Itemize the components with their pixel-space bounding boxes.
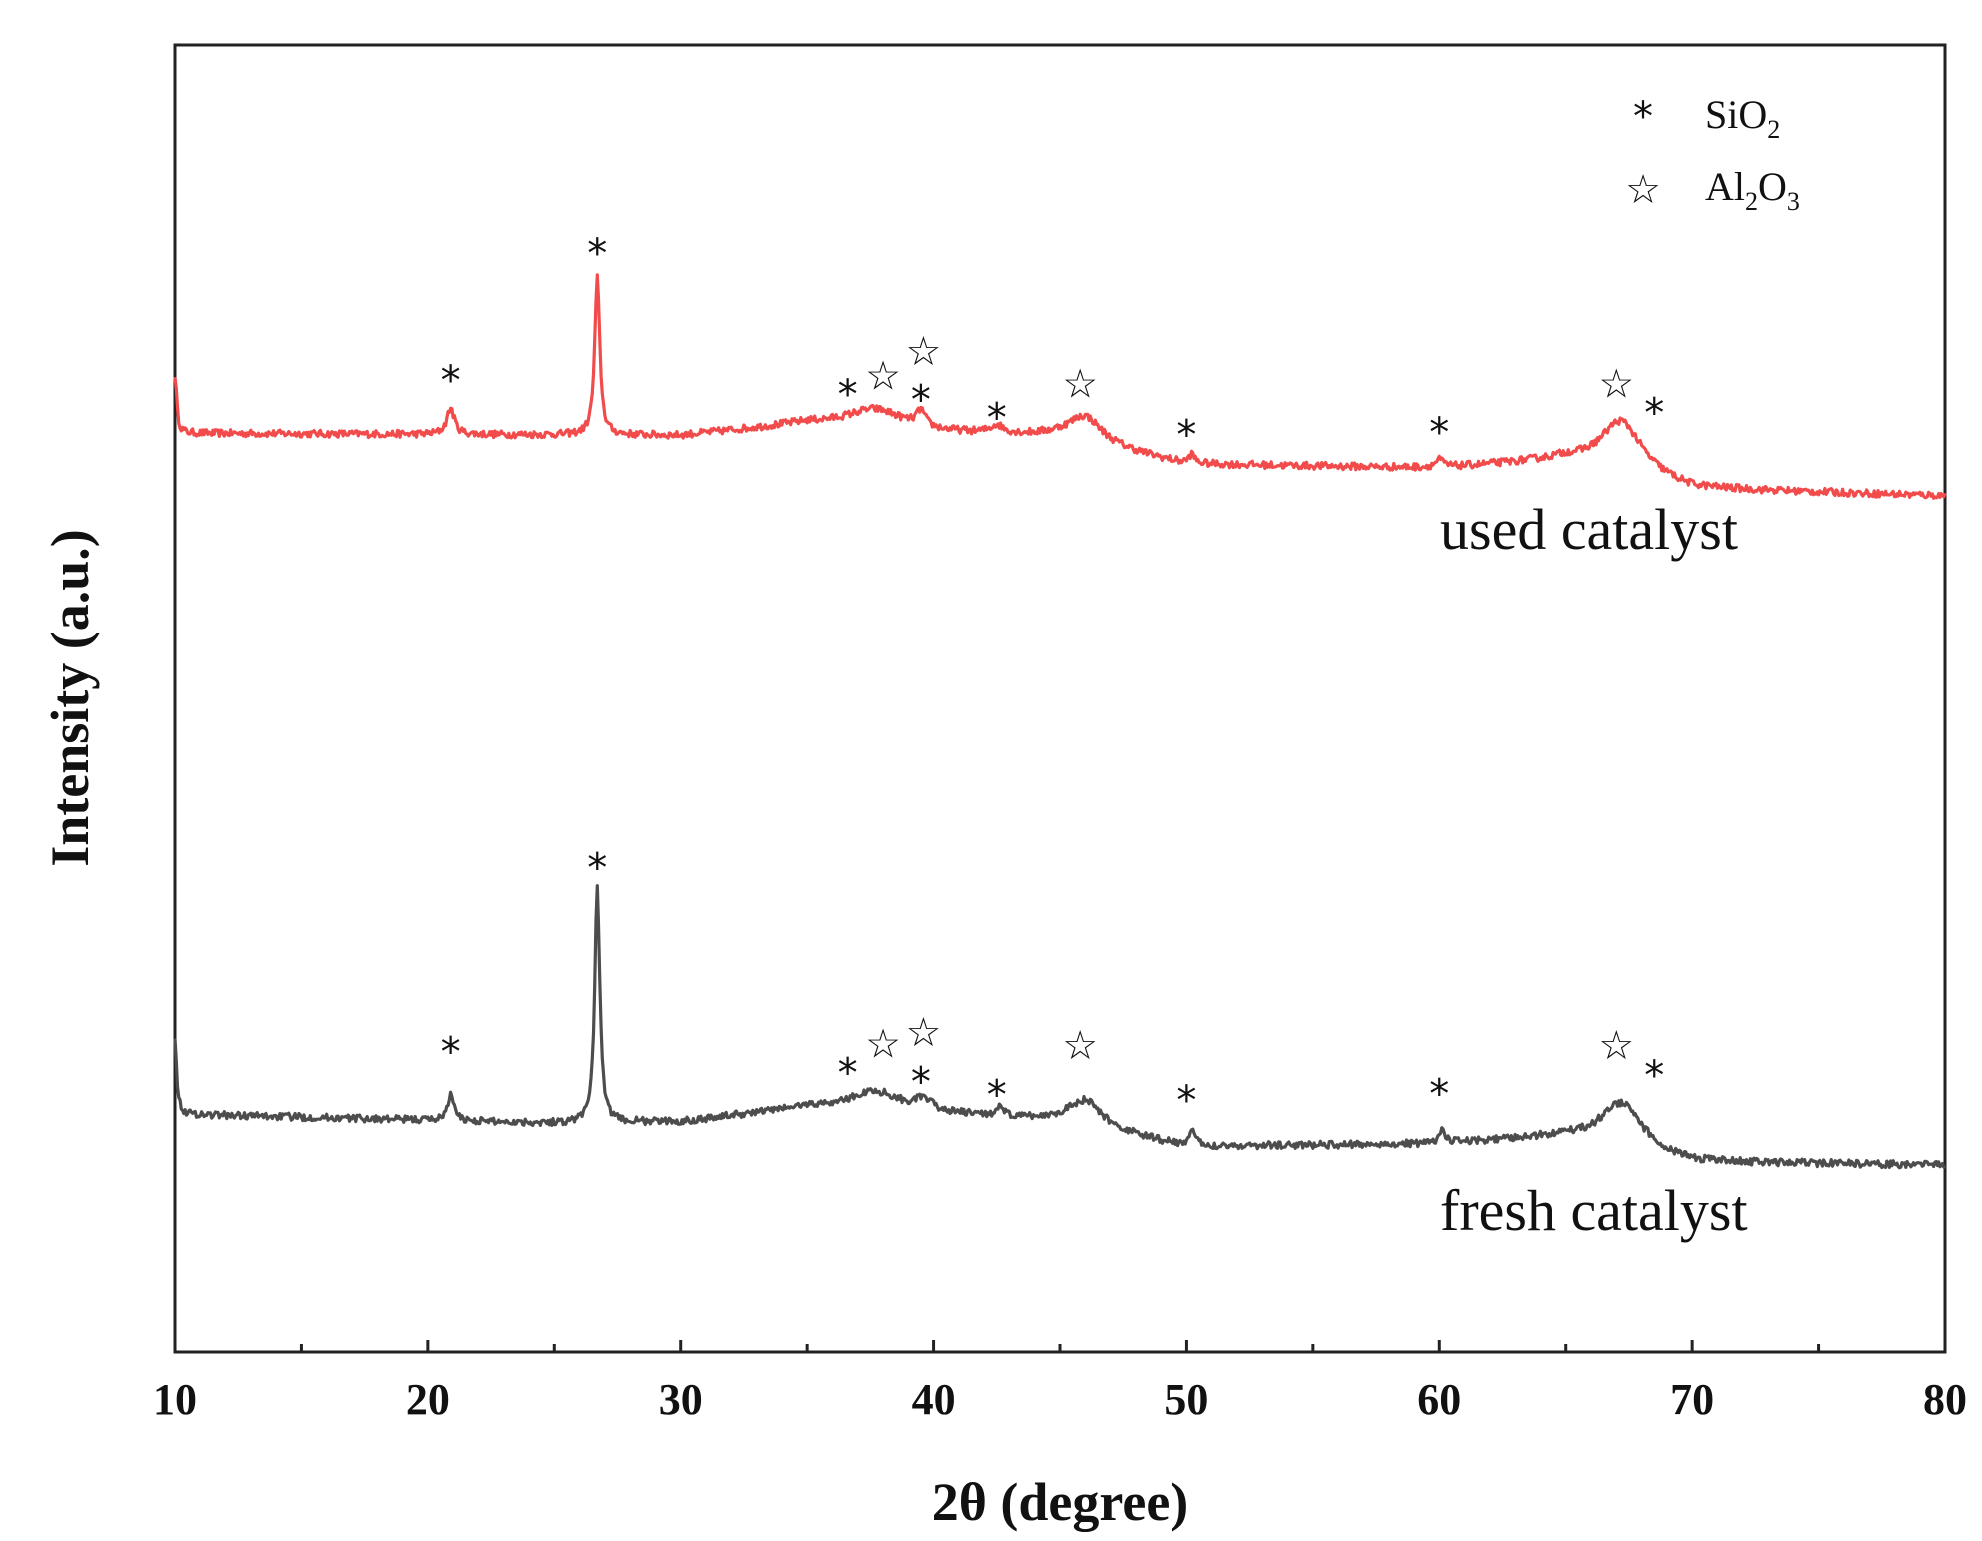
peak-marker-layer: *** ☆☆* *☆* *☆****☆ ☆* *☆* *☆* xyxy=(441,231,1665,1124)
sio2-asterisk-marker: * xyxy=(838,372,858,418)
legend-sio2-base: SiO xyxy=(1705,92,1767,137)
series-line-used-catalyst xyxy=(173,273,1947,500)
series-line-fresh-catalyst xyxy=(173,884,1947,1170)
sio2-asterisk-marker: * xyxy=(838,1050,858,1096)
series-layer xyxy=(173,273,1947,1170)
sio2-asterisk-marker: * xyxy=(1429,1071,1449,1117)
sio2-asterisk-marker: * xyxy=(987,1073,1007,1119)
sio2-asterisk-marker: * xyxy=(1176,413,1196,459)
legend-sio2-label: SiO2 xyxy=(1705,92,1780,144)
series-label-fresh-catalyst: fresh catalyst xyxy=(1440,1178,1748,1243)
sio2-asterisk-marker: * xyxy=(441,358,461,404)
al2o3-star-marker: ☆ xyxy=(1598,1023,1634,1069)
sio2-asterisk-marker: * xyxy=(911,1060,931,1106)
sio2-asterisk-marker: * xyxy=(587,845,607,891)
sio2-asterisk-marker: * xyxy=(441,1030,461,1076)
x-tick-label: 20 xyxy=(406,1375,450,1424)
x-tick-label: 70 xyxy=(1670,1375,1714,1424)
sio2-asterisk-marker: * xyxy=(1429,410,1449,456)
plot-frame xyxy=(173,43,1947,1354)
x-tick-label: 40 xyxy=(912,1375,956,1424)
al2o3-star-marker: ☆ xyxy=(1598,362,1634,408)
x-tick-label: 60 xyxy=(1417,1375,1461,1424)
sio2-asterisk-marker: * xyxy=(1644,1053,1664,1099)
legend-asterisk-icon: * xyxy=(1633,94,1653,140)
legend-al2o3-sub: 2 xyxy=(1745,187,1758,216)
legend-al2o3-base: Al xyxy=(1705,164,1745,209)
al2o3-star-marker: ☆ xyxy=(906,1010,942,1056)
x-tick-label: 50 xyxy=(1164,1375,1208,1424)
sio2-asterisk-marker: * xyxy=(911,377,931,423)
x-tick-label: 80 xyxy=(1923,1375,1967,1424)
al2o3-star-marker: ☆ xyxy=(1062,1023,1098,1069)
sio2-asterisk-marker: * xyxy=(587,231,607,277)
legend-al2o3-base2: O xyxy=(1758,164,1787,209)
sio2-asterisk-marker: * xyxy=(1176,1078,1196,1124)
x-tick-label: 30 xyxy=(659,1375,703,1424)
sio2-asterisk-marker: * xyxy=(987,396,1007,442)
sio2-asterisk-marker: * xyxy=(1644,390,1664,436)
legend-al2o3-sub2: 3 xyxy=(1787,187,1800,216)
y-axis-title: Intensity (a.u.) xyxy=(40,529,100,867)
legend-sio2-sub: 2 xyxy=(1767,115,1780,144)
x-axis-ticks: 10 20 30 40 50 60 70 80 xyxy=(153,1340,1967,1424)
series-label-used-catalyst: used catalyst xyxy=(1440,497,1738,562)
al2o3-star-marker: ☆ xyxy=(865,354,901,400)
al2o3-star-marker: ☆ xyxy=(865,1022,901,1068)
x-tick-label: 10 xyxy=(153,1375,197,1424)
x-axis-title: 2θ (degree) xyxy=(932,1472,1189,1532)
legend-al2o3-label: Al2O3 xyxy=(1705,164,1800,216)
legend: * SiO2 ☆ Al2O3 xyxy=(1625,92,1800,216)
al2o3-star-marker: ☆ xyxy=(1062,362,1098,408)
al2o3-star-marker: ☆ xyxy=(906,329,942,375)
legend-star-icon: ☆ xyxy=(1625,167,1661,213)
